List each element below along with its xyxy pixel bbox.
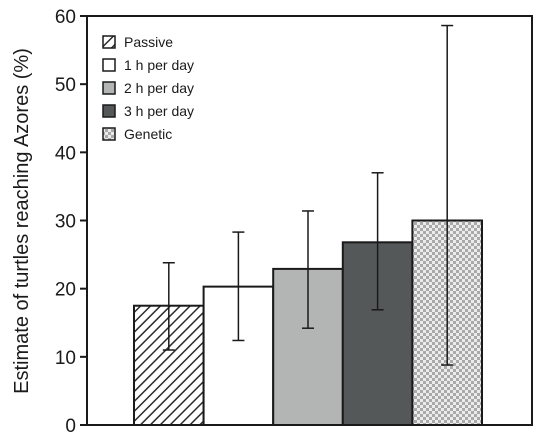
plot-frame (86, 15, 533, 426)
error-bar (371, 172, 384, 311)
y-tick-label: 50 (55, 75, 76, 96)
error-bar (232, 231, 245, 342)
y-tick-label: 30 (55, 212, 76, 233)
legend-swatch (102, 58, 116, 72)
legend-label: 1 h per day (124, 57, 194, 73)
legend-swatch (102, 81, 116, 95)
legend-label: Passive (124, 34, 173, 50)
error-bar (162, 262, 175, 351)
legend-swatch (102, 104, 116, 118)
legend-label: 2 h per day (124, 80, 194, 96)
legend-swatch (102, 127, 116, 141)
legend-label: Genetic (124, 126, 172, 142)
y-tick-label: 40 (55, 143, 76, 164)
y-axis-label: Estimate of turtles reaching Azores (%) (11, 48, 33, 394)
y-tick-label: 60 (55, 7, 76, 28)
legend: Passive 1 h per day 2 h per day 3 h per day… (102, 34, 194, 142)
legend-swatch (102, 35, 116, 49)
legend-label: 3 h per day (124, 103, 194, 119)
error-bar (441, 24, 454, 366)
y-tick-label: 10 (55, 348, 76, 369)
error-bar (302, 210, 314, 329)
y-tick-label: 20 (55, 280, 76, 301)
y-tick-label: 0 (65, 416, 76, 432)
